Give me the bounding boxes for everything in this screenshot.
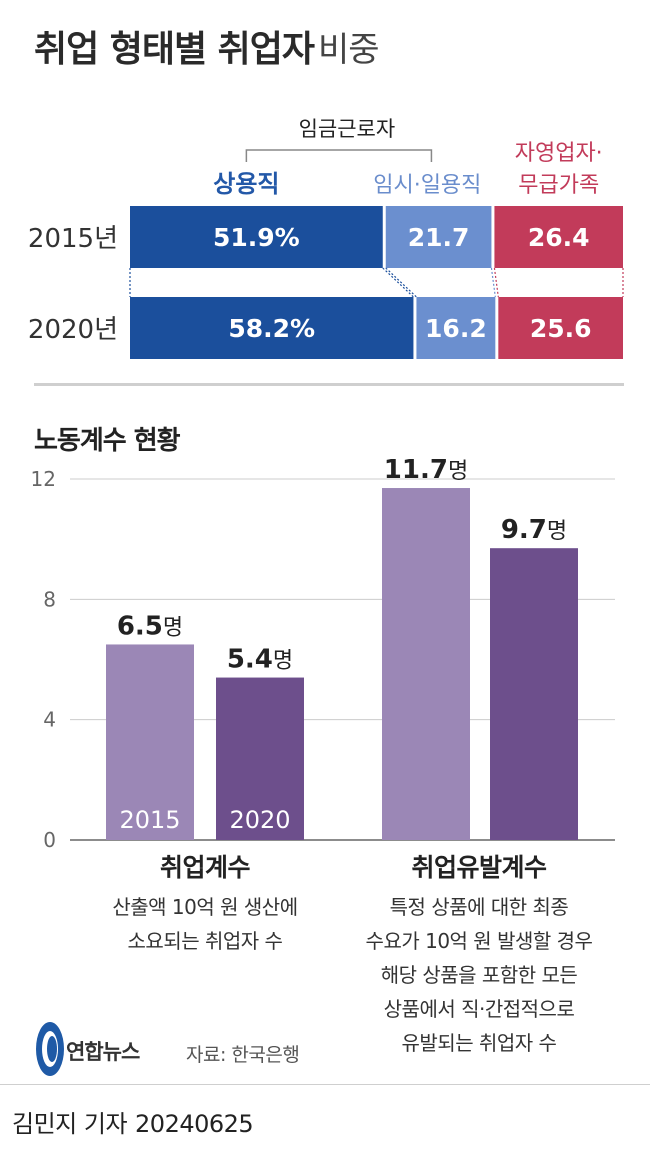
footer-divider: [0, 1084, 650, 1085]
coefficient-bar: [382, 488, 470, 840]
labor-coefficient-title: 노동계수 현황: [34, 426, 181, 456]
description-inducement: 특정 상품에 대한 최종 수요가 10억 원 발생할 경우 해당 상품을 포함한…: [334, 890, 624, 1060]
publish-date: 20240625: [135, 1110, 254, 1138]
column-header: 무급가족: [518, 173, 599, 198]
year-label: 2020년: [28, 315, 118, 345]
description-line: 산출액 10억 원 생산에: [112, 895, 298, 919]
author-name: 김민지 기자: [12, 1110, 128, 1138]
bar-value-label: 9.7명: [501, 515, 567, 545]
column-header: 임시·일용직: [373, 173, 481, 198]
title-sub: 비중: [318, 30, 380, 70]
stack-segment: [494, 206, 623, 268]
title-main: 취업 형태별 취업자: [34, 29, 315, 70]
labor-coefficient-chart: 0 4 8 12 6.5명 2015 5.4명 2020 11.7명 9.7명: [31, 455, 615, 852]
connector-line: [385, 267, 417, 298]
stack-segment: [416, 297, 496, 359]
bar-value-label: 6.5명: [117, 611, 183, 641]
group-label-inducement: 취업유발계수: [411, 853, 547, 882]
column-header: 자영업자·: [515, 141, 603, 166]
description-line: 유발되는 취업자 수: [401, 1031, 557, 1055]
y-tick-label: 4: [43, 708, 56, 732]
description-line: 상품에서 직·간접적으로: [383, 997, 575, 1021]
stack-segment: [130, 206, 383, 268]
description-line: 소요되는 취업자 수: [127, 929, 283, 953]
stack-value-label: 25.6: [530, 314, 592, 343]
description-line: 특정 상품에 대한 최종: [389, 895, 569, 919]
description-employment: 산출액 10억 원 생산에 소요되는 취업자 수: [60, 890, 350, 958]
wage-worker-bracket: [245, 149, 433, 162]
stack-value-label: 26.4: [528, 223, 590, 252]
stack-segment: [130, 297, 414, 359]
brand-name: 연합뉴스: [66, 1040, 140, 1064]
year-label: 2015년: [28, 224, 118, 254]
stack-value-label: 21.7: [408, 223, 470, 252]
wage-worker-label: 임금근로자: [299, 117, 396, 141]
group-label-employment: 취업계수: [159, 853, 251, 882]
bar-value-label: 5.4명: [227, 645, 293, 675]
connector-line: [382, 267, 414, 298]
source-note: 자료: 한국은행: [186, 1044, 300, 1066]
coefficient-bar: [106, 644, 194, 840]
stack-value-label: 16.2: [425, 314, 487, 343]
bar-value-label: 11.7명: [384, 455, 468, 485]
description-line: 해당 상품을 포함한 모든: [380, 963, 578, 987]
coefficient-bar: [490, 548, 578, 840]
stack-value-label: 51.9%: [213, 223, 300, 252]
stack-segment: [385, 206, 492, 268]
stack-segment: [498, 297, 623, 359]
yonhap-logo-icon: [36, 1022, 64, 1076]
page-title: 취업 형태별 취업자 비중: [34, 20, 380, 72]
column-header: 상용직: [213, 170, 279, 198]
year-in-bar-label: 2020: [229, 806, 290, 834]
connector-line: [490, 267, 496, 298]
coefficient-bar: [216, 677, 304, 840]
y-tick-label: 8: [43, 587, 56, 611]
y-tick-label: 12: [31, 467, 56, 491]
byline: 김민지 기자 20240625: [12, 1104, 254, 1139]
connector-line: [493, 267, 499, 298]
year-in-bar-label: 2015: [119, 806, 180, 834]
stack-value-label: 58.2%: [228, 314, 315, 343]
y-tick-label: 0: [43, 828, 56, 852]
section-divider: [34, 383, 624, 386]
description-line: 수요가 10억 원 발생할 경우: [365, 929, 593, 953]
employment-share-chart: 51.9% 21.7 26.4 2015년 58.2% 16.2 25.6 2020년 임금근로…: [28, 117, 624, 359]
